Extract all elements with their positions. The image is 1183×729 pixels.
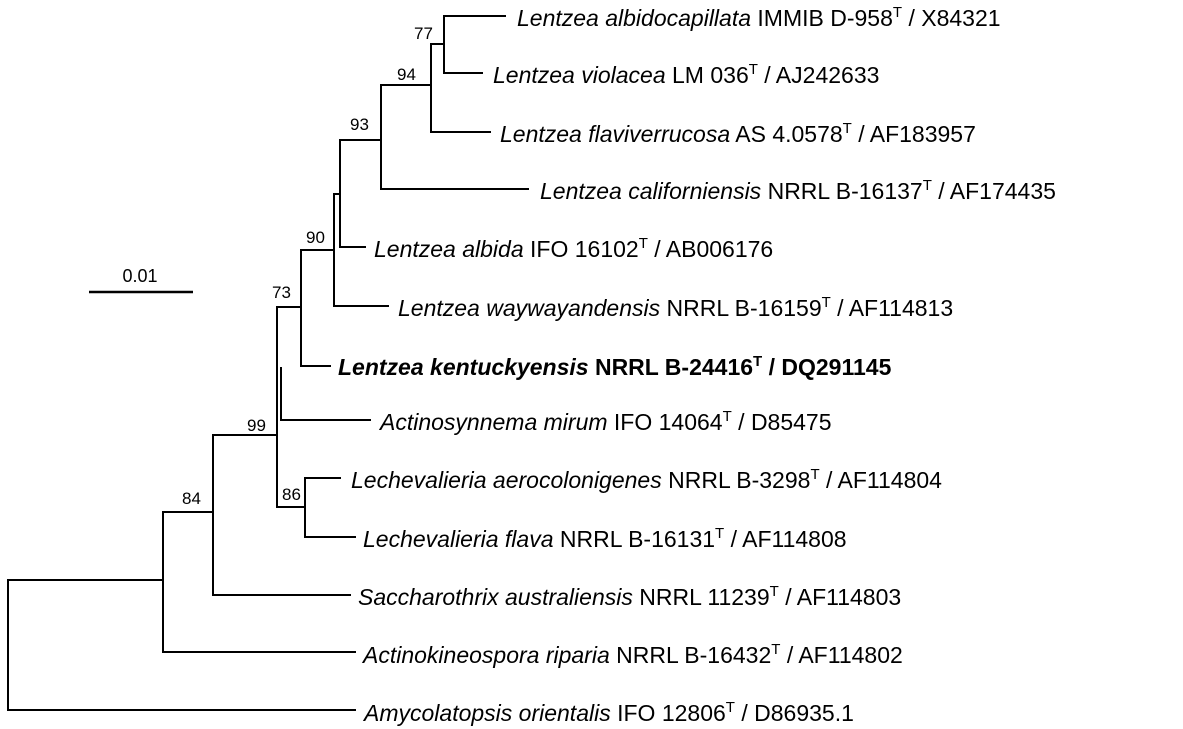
taxon-accession: / AF114804 bbox=[820, 467, 943, 493]
taxon-accession: / AJ242633 bbox=[758, 62, 880, 88]
taxon-label: Lentzea waywayandensis NRRL B-16159T / A… bbox=[398, 294, 953, 321]
taxon-strain: AS 4.0578 bbox=[730, 121, 843, 147]
taxon-species-name: Lentzea kentuckyensis bbox=[338, 354, 589, 380]
bootstrap-value: 99 bbox=[247, 416, 266, 435]
taxon-strain: IMMIB D-958 bbox=[751, 5, 893, 31]
taxon-accession: / D85475 bbox=[732, 409, 832, 435]
taxon-species-name: Lentzea violacea bbox=[493, 62, 666, 88]
taxon-accession: / AF114808 bbox=[724, 526, 846, 552]
type-strain-superscript: T bbox=[715, 525, 724, 542]
taxon-species-name: Lentzea waywayandensis bbox=[398, 295, 661, 321]
taxon-accession: / DQ291145 bbox=[762, 354, 891, 380]
type-strain-superscript: T bbox=[843, 120, 852, 137]
taxon-species-name: Lentzea albida bbox=[374, 236, 524, 262]
taxon-strain: NRRL B-16137 bbox=[761, 178, 923, 204]
taxon-accession: / AF114803 bbox=[779, 584, 901, 610]
taxon-strain: IFO 12806 bbox=[611, 700, 726, 726]
scale-bar: 0.01 bbox=[89, 266, 193, 294]
taxon-strain: NRRL B-16432 bbox=[610, 642, 772, 668]
taxon-species-name: Lentzea californiensis bbox=[540, 178, 762, 204]
taxon-accession: / X84321 bbox=[902, 5, 1000, 31]
taxon-strain: LM 036 bbox=[666, 62, 749, 88]
type-strain-superscript: T bbox=[749, 61, 758, 78]
bootstrap-value: 84 bbox=[182, 489, 201, 508]
taxon-accession: / AF174435 bbox=[932, 178, 1056, 204]
taxon-species-name: Actinosynnema mirum bbox=[378, 409, 608, 435]
bootstrap-value: 93 bbox=[350, 115, 369, 134]
taxon-strain: NRRL B-24416 bbox=[589, 354, 753, 380]
taxon-strain: NRRL B-3298 bbox=[662, 467, 811, 493]
taxon-label: Lechevalieria flava NRRL B-16131T / AF11… bbox=[363, 525, 847, 552]
taxon-label: Lentzea albida IFO 16102T / AB006176 bbox=[374, 235, 773, 262]
taxon-label: Actinosynnema mirum IFO 14064T / D85475 bbox=[378, 408, 832, 435]
type-strain-superscript: T bbox=[639, 235, 648, 252]
taxon-strain: IFO 14064 bbox=[608, 409, 723, 435]
taxon-species-name: Lechevalieria flava bbox=[363, 526, 554, 552]
taxon-label: Actinokineospora riparia NRRL B-16432T /… bbox=[361, 641, 903, 668]
type-strain-superscript: T bbox=[810, 466, 819, 483]
taxon-strain: NRRL 11239 bbox=[633, 584, 770, 610]
taxon-label: Lentzea flaviverrucosa AS 4.0578T / AF18… bbox=[500, 120, 976, 147]
type-strain-superscript: T bbox=[923, 177, 932, 194]
taxon-species-name: Saccharothrix australiensis bbox=[358, 584, 633, 610]
taxon-accession: / AF114813 bbox=[831, 295, 953, 321]
taxon-label: Lentzea kentuckyensis NRRL B-24416T / DQ… bbox=[338, 353, 892, 380]
type-strain-superscript: T bbox=[893, 4, 902, 21]
bootstrap-value: 73 bbox=[272, 283, 291, 302]
type-strain-superscript: T bbox=[753, 353, 762, 370]
type-strain-superscript: T bbox=[723, 408, 732, 425]
taxon-label: Lentzea californiensis NRRL B-16137T / A… bbox=[540, 177, 1056, 204]
bootstrap-values: 77 94 93 90 73 99 86 84 bbox=[182, 24, 433, 508]
taxon-label: Lechevalieria aerocolonigenes NRRL B-329… bbox=[351, 466, 942, 493]
taxon-accession: / D86935.1 bbox=[735, 700, 854, 726]
taxon-strain: NRRL B-16131 bbox=[554, 526, 716, 552]
bootstrap-value: 94 bbox=[397, 65, 416, 84]
taxon-species-name: Lechevalieria aerocolonigenes bbox=[351, 467, 662, 493]
taxon-strain: NRRL B-16159 bbox=[660, 295, 822, 321]
taxon-accession: / AB006176 bbox=[648, 236, 773, 262]
taxon-label: Lentzea violacea LM 036T / AJ242633 bbox=[493, 61, 879, 88]
taxon-labels: Lentzea albidocapillata IMMIB D-958T / X… bbox=[338, 4, 1056, 726]
scale-bar-label: 0.01 bbox=[122, 266, 157, 286]
taxon-label: Saccharothrix australiensis NRRL 11239T … bbox=[358, 583, 901, 610]
taxon-species-name: Actinokineospora riparia bbox=[361, 642, 610, 668]
taxon-label: Lentzea albidocapillata IMMIB D-958T / X… bbox=[517, 4, 1001, 31]
bootstrap-value: 90 bbox=[306, 228, 325, 247]
taxon-species-name: Amycolatopsis orientalis bbox=[362, 700, 611, 726]
taxon-accession: / AF114802 bbox=[780, 642, 902, 668]
bootstrap-value: 77 bbox=[414, 24, 433, 43]
taxon-strain: IFO 16102 bbox=[524, 236, 639, 262]
type-strain-superscript: T bbox=[726, 699, 735, 716]
type-strain-superscript: T bbox=[822, 294, 831, 311]
tree-branches bbox=[7, 15, 529, 711]
type-strain-superscript: T bbox=[771, 641, 780, 658]
taxon-label: Amycolatopsis orientalis IFO 12806T / D8… bbox=[362, 699, 854, 726]
type-strain-superscript: T bbox=[770, 583, 779, 600]
taxon-species-name: Lentzea flaviverrucosa bbox=[500, 121, 730, 147]
taxon-accession: / AF183957 bbox=[852, 121, 976, 147]
taxon-species-name: Lentzea albidocapillata bbox=[517, 5, 751, 31]
bootstrap-value: 86 bbox=[282, 485, 301, 504]
